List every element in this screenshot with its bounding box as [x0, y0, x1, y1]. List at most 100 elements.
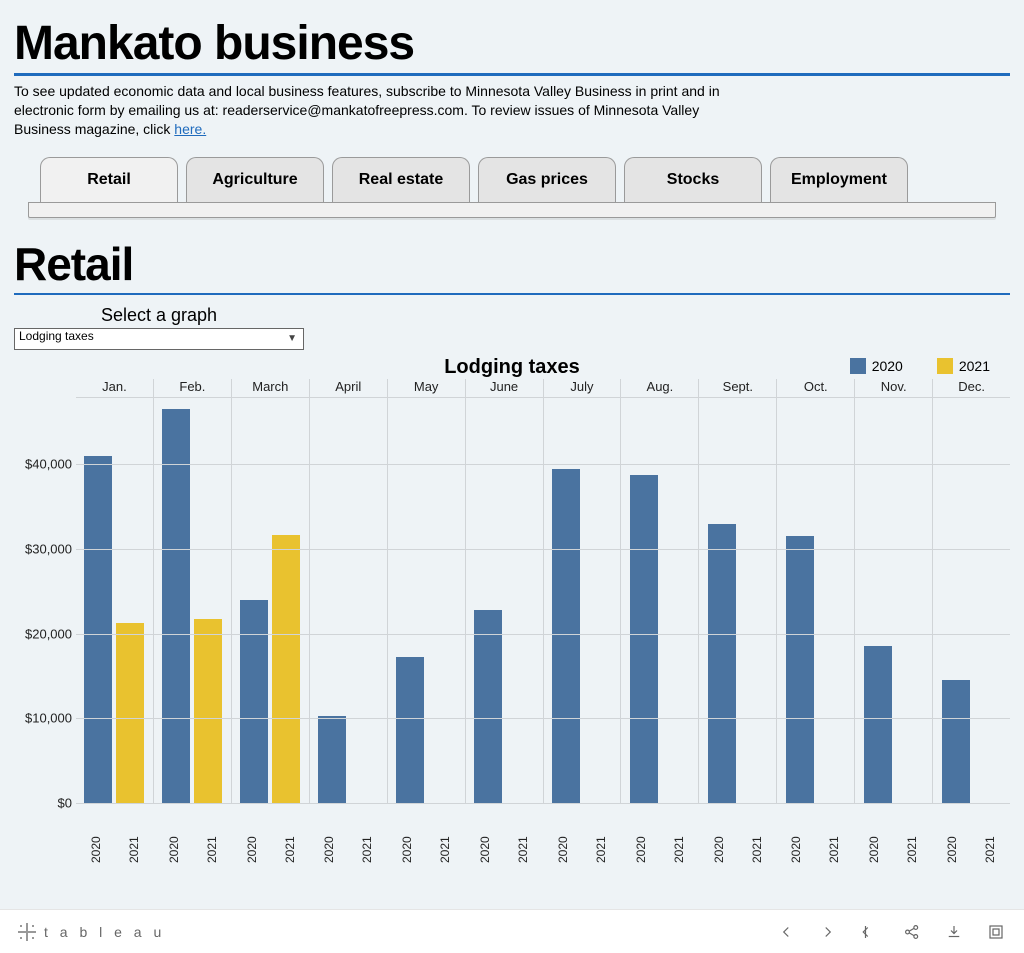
intro-body: To see updated economic data and local b… — [14, 83, 720, 137]
title-rule — [14, 73, 1010, 76]
x-tick: 2020 — [945, 807, 959, 867]
bar-2020[interactable] — [84, 456, 112, 803]
month-column — [466, 398, 544, 803]
section-title: Retail — [14, 237, 1010, 291]
x-tick: 2021 — [205, 807, 219, 867]
xtick-group: 2020 2021 — [232, 807, 310, 867]
month-column — [699, 398, 777, 803]
x-tick: 2021 — [983, 807, 997, 867]
x-tick: 2021 — [283, 807, 297, 867]
bar-2020[interactable] — [708, 524, 736, 803]
graph-select-value: Lodging taxes — [19, 329, 94, 343]
month-column — [310, 398, 388, 803]
bar-2020[interactable] — [240, 600, 268, 803]
y-tick: $0 — [58, 795, 72, 810]
x-tick: 2020 — [245, 807, 259, 867]
bar-2020[interactable] — [162, 409, 190, 802]
grid-line — [76, 634, 1010, 635]
download-icon[interactable] — [944, 922, 964, 942]
month-header: Nov. — [855, 379, 933, 397]
x-tick: 2020 — [634, 807, 648, 867]
page-title: Mankato business — [14, 16, 1010, 71]
bar-2021[interactable] — [116, 623, 144, 802]
x-tick: 2020 — [867, 807, 881, 867]
xtick-group: 2020 2021 — [932, 807, 1010, 867]
x-tick: 2021 — [127, 807, 141, 867]
x-tick: 2021 — [438, 807, 452, 867]
month-header: March — [232, 379, 310, 397]
x-tick: 2020 — [789, 807, 803, 867]
x-tick: 2021 — [750, 807, 764, 867]
y-axis: $0$10,000$20,000$30,000$40,000 — [14, 397, 76, 803]
x-tick: 2020 — [89, 807, 103, 867]
footer-bar: t a b l e a u — [0, 909, 1024, 953]
legend-swatch-2021 — [937, 358, 953, 374]
bar-2020[interactable] — [864, 646, 892, 802]
graph-select[interactable]: Lodging taxes ▼ — [14, 328, 304, 350]
grid-line — [76, 549, 1010, 550]
tab-agriculture[interactable]: Agriculture — [186, 157, 324, 203]
bar-2021[interactable] — [272, 535, 300, 802]
tab-retail[interactable]: Retail — [40, 157, 178, 203]
bar-2020[interactable] — [396, 657, 424, 802]
x-tick: 2021 — [672, 807, 686, 867]
xtick-group: 20202021 — [309, 807, 387, 867]
select-label: Select a graph — [14, 305, 304, 326]
bar-2020[interactable] — [552, 469, 580, 803]
chart-plot: $0$10,000$20,000$30,000$40,000 Jan.Feb.M… — [14, 397, 1010, 877]
tab-employment[interactable]: Employment — [770, 157, 908, 203]
tableau-logo[interactable]: t a b l e a u — [18, 923, 165, 941]
y-tick: $10,000 — [25, 711, 72, 726]
bar-2020[interactable] — [786, 536, 814, 802]
x-tick: 2021 — [905, 807, 919, 867]
month-header: Aug. — [621, 379, 699, 397]
month-column — [388, 398, 466, 803]
xtick-group: 20202021 — [465, 807, 543, 867]
back-icon[interactable] — [776, 922, 796, 942]
month-column — [933, 398, 1010, 803]
legend-item-2020: 2020 — [850, 358, 903, 374]
revert-icon[interactable] — [860, 922, 880, 942]
footer-icons — [776, 922, 1006, 942]
month-header: April — [310, 379, 388, 397]
bar-2020[interactable] — [474, 610, 502, 803]
xtick-group: 20202021 — [699, 807, 777, 867]
tab-stocks[interactable]: Stocks — [624, 157, 762, 203]
tableau-mark-icon — [18, 923, 36, 941]
bar-2020[interactable] — [942, 680, 970, 803]
grid-line — [76, 803, 1010, 804]
x-tick: 2020 — [322, 807, 336, 867]
chart-container: Lodging taxes 20202021 $0$10,000$20,000$… — [14, 356, 1010, 877]
tabs-base-bar — [28, 202, 996, 218]
chart-legend: 2020 2021 — [850, 358, 990, 374]
month-column — [855, 398, 933, 803]
month-column — [76, 398, 154, 803]
x-tick: 2021 — [827, 807, 841, 867]
month-header: Oct. — [777, 379, 855, 397]
legend-item-2021: 2021 — [937, 358, 990, 374]
tabs-container: RetailAgricultureReal estateGas pricesSt… — [14, 157, 1010, 219]
share-icon[interactable] — [902, 922, 922, 942]
y-tick: $20,000 — [25, 626, 72, 641]
bar-2020[interactable] — [630, 475, 658, 803]
x-tick: 2020 — [400, 807, 414, 867]
xtick-group: 2020 2021 — [621, 807, 699, 867]
month-header: Dec. — [933, 379, 1010, 397]
month-header: June — [466, 379, 544, 397]
month-column — [777, 398, 855, 803]
x-tick: 2020 — [478, 807, 492, 867]
x-axis: 2020 2021 2020 2021 2020 2021 2020 2021 2020 2021… — [76, 807, 1010, 867]
month-header: May — [388, 379, 466, 397]
month-column — [621, 398, 699, 803]
y-tick: $40,000 — [25, 457, 72, 472]
bar-2021[interactable] — [194, 619, 222, 803]
tab-real-estate[interactable]: Real estate — [332, 157, 470, 203]
month-header-row: Jan.Feb.MarchAprilMayJuneJulyAug.Sept.Oc… — [76, 379, 1010, 397]
tab-gas-prices[interactable]: Gas prices — [478, 157, 616, 203]
intro-link[interactable]: here. — [174, 121, 206, 137]
fullscreen-icon[interactable] — [986, 922, 1006, 942]
bar-2020[interactable] — [318, 716, 346, 802]
month-header: Jan. — [76, 379, 154, 397]
forward-icon[interactable] — [818, 922, 838, 942]
intro-text: To see updated economic data and local b… — [14, 82, 734, 139]
